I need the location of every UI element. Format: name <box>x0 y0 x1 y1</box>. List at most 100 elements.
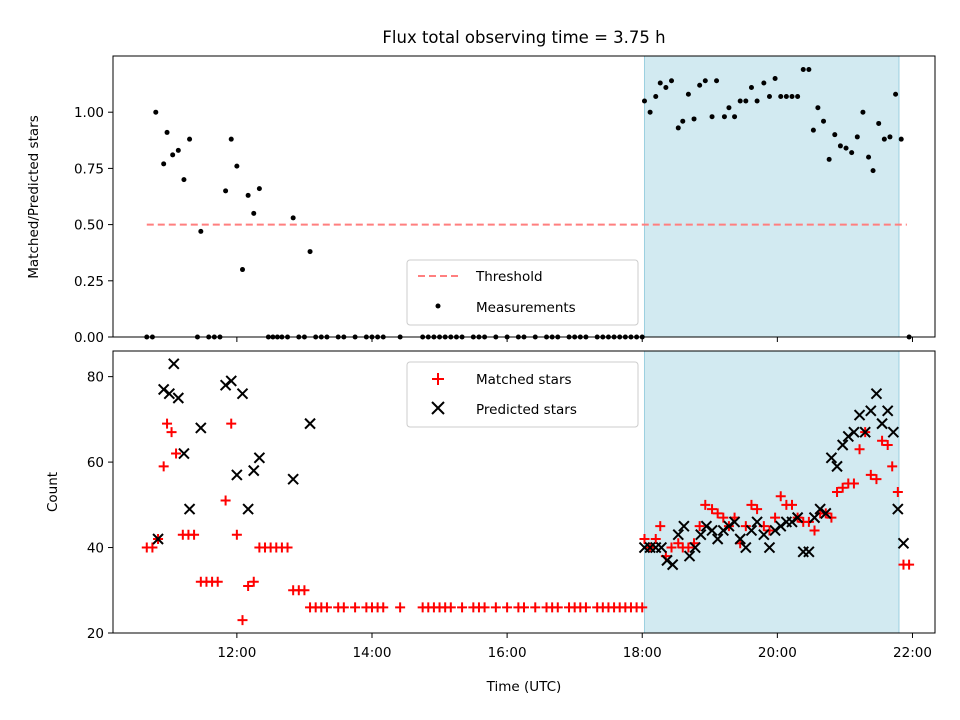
ratio-y-axis-label: Matched/Predicted stars <box>26 115 42 278</box>
predicted-legend-swatch <box>431 401 445 415</box>
matched-legend-swatch <box>432 373 444 385</box>
measurement-point <box>743 98 749 104</box>
predicted-star-point <box>745 524 758 537</box>
measurement-point <box>234 163 240 169</box>
matched-star-point <box>166 427 177 438</box>
measurement-point <box>748 84 754 90</box>
matched-star-point <box>854 444 865 455</box>
matched-star-point <box>519 602 529 613</box>
predicted-star-point <box>672 529 684 541</box>
ratio-axes-frame <box>112 55 936 338</box>
matched-star-point <box>282 542 293 553</box>
matched-star-point <box>746 499 757 510</box>
matched-star-point <box>694 521 705 532</box>
count-y-tick-label: 20 <box>87 626 104 642</box>
predicted-star-point <box>683 550 696 562</box>
ratio-legend: Threshold Measurements <box>406 259 639 326</box>
ratio-y-tick-label: 0.25 <box>74 274 104 290</box>
measurement-point <box>685 91 691 97</box>
measurement-point <box>153 109 159 115</box>
predicted-star-point <box>248 464 260 477</box>
predicted-star-point <box>168 358 180 370</box>
measurement-point <box>795 93 801 99</box>
matched-star-point <box>775 491 786 502</box>
matched-star-point <box>189 529 200 540</box>
matched-star-point <box>718 512 729 523</box>
predicted-star-point <box>666 558 679 571</box>
count-y-tick-label: 40 <box>87 541 104 557</box>
threshold-legend-label: Threshold <box>475 269 543 285</box>
predicted-star-point <box>242 503 254 515</box>
predicted-star-point <box>848 426 860 438</box>
predicted-star-point <box>734 533 746 545</box>
measurement-point <box>223 188 229 194</box>
predicted-star-point <box>763 541 776 554</box>
measurement-point <box>175 147 181 153</box>
measurement-point <box>876 120 882 126</box>
matched-star-point <box>637 602 648 613</box>
x-tick-label: 22:00 <box>893 645 932 661</box>
measurement-point <box>657 80 663 86</box>
measurement-point <box>709 114 715 120</box>
x-tick-label: 12:00 <box>217 645 256 661</box>
matched-star-point <box>712 508 723 519</box>
x-tick-label: 16:00 <box>488 645 527 661</box>
measurement-point <box>691 116 697 122</box>
measurement-point <box>251 210 257 216</box>
predicted-star-point <box>820 507 832 520</box>
measurement-point <box>726 105 732 111</box>
matched-star-point <box>530 602 541 613</box>
measurement-point <box>783 93 789 99</box>
predicted-star-point <box>897 537 910 549</box>
matched-legend-label: Matched stars <box>476 372 572 388</box>
measurement-point <box>647 109 653 115</box>
matched-star-point <box>162 418 173 429</box>
matched-star-point <box>220 495 231 506</box>
count-marks <box>141 358 915 626</box>
matched-star-point <box>226 418 237 429</box>
matched-star-point <box>882 440 893 450</box>
ratio-legend-box <box>406 259 639 326</box>
measurement-point <box>821 118 827 124</box>
measurement-point <box>887 134 893 140</box>
measurement-point <box>854 134 860 140</box>
measurement-point <box>239 267 245 273</box>
measurement-point <box>307 249 313 255</box>
measurements-legend-label: Measurements <box>476 300 576 316</box>
predicted-star-point <box>655 541 668 554</box>
predicted-star-point <box>178 447 190 460</box>
measurement-point <box>714 78 720 84</box>
x-tick-label: 18:00 <box>623 645 662 661</box>
ratio-y-tick-label: 1.00 <box>74 105 104 121</box>
matched-star-point <box>639 534 650 544</box>
measurement-point <box>290 215 296 221</box>
matched-star-point <box>786 499 797 510</box>
predicted-star-point <box>695 529 707 541</box>
measurement-point <box>702 78 708 84</box>
matched-star-point <box>770 512 781 523</box>
matched-star-point <box>700 499 711 510</box>
predicted-star-point <box>225 375 237 387</box>
ratio-y-ticks: 0.00 0.25 0.50 0.75 1.00 <box>74 105 113 346</box>
measurement-point <box>843 145 849 151</box>
predicted-star-point <box>876 417 888 430</box>
measurement-point <box>898 136 904 142</box>
measurement-point <box>778 93 784 99</box>
predicted-star-point <box>728 516 741 528</box>
measurement-point <box>228 136 234 142</box>
measurement-point <box>860 109 866 115</box>
predicted-star-point <box>881 405 894 417</box>
matched-star-point <box>683 542 694 553</box>
matched-star-point <box>147 542 158 553</box>
matched-star-point <box>655 521 666 532</box>
x-axis-label: Time (UTC) <box>486 679 562 695</box>
measurements-legend-swatch <box>435 303 441 309</box>
predicted-star-point <box>304 417 316 430</box>
count-y-axis-label: Count <box>45 472 61 512</box>
predicted-star-point <box>853 409 866 421</box>
ratio-x-ticks <box>236 337 913 342</box>
measurement-point <box>675 125 681 131</box>
matched-star-point <box>158 461 169 472</box>
matched-star-point <box>887 461 898 472</box>
matched-star-point <box>650 534 661 544</box>
